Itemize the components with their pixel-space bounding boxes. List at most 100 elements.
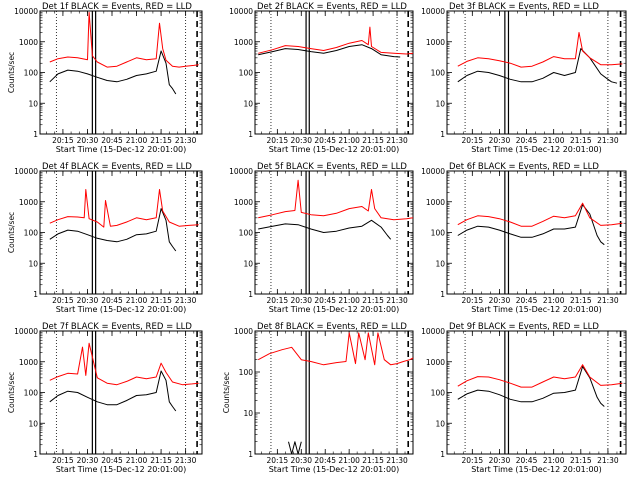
y-tick-label: 100 <box>431 69 446 78</box>
x-tick-label: 20:15 <box>267 456 289 465</box>
events-series-line <box>258 44 401 58</box>
x-tick-label: 21:15 <box>150 136 172 145</box>
plot-title: Det 8f BLACK = Events, RED = LLD <box>257 322 407 332</box>
x-tick-label: 21:30 <box>386 296 408 305</box>
plot-frame <box>254 170 414 295</box>
y-tick-label: 1000 <box>19 198 38 207</box>
x-axis-label: Start Time (15-Dec-12 20:01:00) <box>56 145 187 154</box>
detector-plot-2: Det 2f BLACK = Events, RED = LLD 1 10 100 10… <box>229 2 414 154</box>
lld-series-line <box>457 364 623 388</box>
x-axis-label: Start Time (15-Dec-12 20:01:00) <box>471 465 602 474</box>
x-tick-label: 21:00 <box>543 296 565 305</box>
detector-plot-1: Det 1f BLACK = Events, RED = LLD 1 10 100 10… <box>7 2 203 154</box>
x-tick-label: 20:45 <box>516 136 538 145</box>
lld-series-line <box>49 11 199 68</box>
y-tick-label: 1 <box>33 130 38 139</box>
x-tick-label: 20:15 <box>52 456 74 465</box>
plot-frame <box>446 170 627 295</box>
x-tick-label: 20:45 <box>101 136 123 145</box>
y-tick-label: 10000 <box>14 327 38 336</box>
y-tick-label: 1 <box>440 450 445 459</box>
y-tick-label: 1000 <box>426 198 445 207</box>
x-tick-label: 21:00 <box>126 136 148 145</box>
plot-frame <box>254 330 414 455</box>
x-tick-label: 20:15 <box>267 296 289 305</box>
plot-frame <box>39 170 203 295</box>
x-axis-label: Start Time (15-Dec-12 20:01:00) <box>269 305 400 314</box>
x-tick-label: 20:45 <box>314 456 336 465</box>
x-tick-label: 20:45 <box>314 136 336 145</box>
y-tick-label: 10000 <box>421 327 445 336</box>
x-tick-label: 20:30 <box>290 456 312 465</box>
x-axis-label: Start Time (15-Dec-12 20:01:00) <box>56 465 187 474</box>
y-tick-label: 10000 <box>421 7 445 16</box>
lld-series-line <box>258 179 414 221</box>
detector-plot-5: Det 5f BLACK = Events, RED = LLD 1 10 100 10… <box>229 162 414 314</box>
x-tick-label: 20:30 <box>489 136 511 145</box>
y-axis-label: Counts/sec <box>222 372 231 413</box>
y-tick-label: 100 <box>431 389 446 398</box>
y-tick-label: 10000 <box>421 167 445 176</box>
x-tick-label: 20:30 <box>489 456 511 465</box>
plot-title: Det 5f BLACK = Events, RED = LLD <box>257 162 407 172</box>
y-axis-label: Counts/sec <box>7 52 16 93</box>
y-tick-label: 1000 <box>234 38 253 47</box>
y-tick-label: 1000 <box>19 358 38 367</box>
x-tick-label: 20:30 <box>77 296 99 305</box>
x-tick-label: 20:30 <box>489 296 511 305</box>
x-tick-label: 21:15 <box>362 136 384 145</box>
y-tick-label: 1 <box>33 450 38 459</box>
detector-plot-6: Det 6f BLACK = Events, RED = LLD 1 10 100 10… <box>421 162 627 314</box>
detector-plot-4: Det 4f BLACK = Events, RED = LLD 1 10 100 10… <box>7 162 203 314</box>
x-tick-label: 20:15 <box>462 456 484 465</box>
y-tick-label: 100 <box>24 229 39 238</box>
events-series-line <box>457 48 618 84</box>
x-tick-label: 21:15 <box>570 296 592 305</box>
events-series-line <box>457 204 605 246</box>
x-tick-label: 21:30 <box>597 136 619 145</box>
y-tick-label: 100 <box>24 69 39 78</box>
plot-title: Det 1f BLACK = Events, RED = LLD <box>42 2 192 12</box>
x-tick-label: 21:15 <box>362 296 384 305</box>
x-tick-label: 20:30 <box>290 296 312 305</box>
x-tick-label: 21:15 <box>150 456 172 465</box>
x-axis-label: Start Time (15-Dec-12 20:01:00) <box>471 305 602 314</box>
x-axis-label: Start Time (15-Dec-12 20:01:00) <box>56 305 187 314</box>
y-tick-label: 10 <box>243 409 253 418</box>
events-series-line <box>49 370 177 412</box>
events-series-line <box>457 366 605 407</box>
y-tick-label: 10 <box>28 99 38 108</box>
y-tick-label: 100 <box>24 389 39 398</box>
x-tick-label: 20:45 <box>516 456 538 465</box>
x-tick-label: 20:15 <box>52 296 74 305</box>
x-axis-label: Start Time (15-Dec-12 20:01:00) <box>471 145 602 154</box>
x-tick-label: 20:45 <box>101 456 123 465</box>
y-tick-label: 1000 <box>426 358 445 367</box>
x-tick-label: 21:30 <box>175 136 197 145</box>
y-tick-label: 1000 <box>19 38 38 47</box>
x-tick-label: 21:30 <box>175 296 197 305</box>
x-axis-label: Start Time (15-Dec-12 20:01:00) <box>269 145 400 154</box>
detector-plot-9: Det 9f BLACK = Events, RED = LLD 1 10 100 10… <box>421 322 627 474</box>
x-tick-label: 20:45 <box>314 296 336 305</box>
lld-series-line <box>49 189 199 228</box>
plot-title: Det 6f BLACK = Events, RED = LLD <box>449 162 599 172</box>
plot-title: Det 7f BLACK = Events, RED = LLD <box>42 322 192 332</box>
plot-frame <box>446 330 627 455</box>
x-axis-label: Start Time (15-Dec-12 20:01:00) <box>269 465 400 474</box>
x-tick-label: 21:00 <box>338 456 360 465</box>
y-tick-label: 1 <box>440 290 445 299</box>
x-tick-label: 21:15 <box>570 136 592 145</box>
x-tick-label: 21:00 <box>126 296 148 305</box>
detector-plot-7: Det 7f BLACK = Events, RED = LLD 1 10 100 10… <box>7 322 203 474</box>
plot-frame <box>254 10 414 135</box>
lld-series-line <box>258 26 414 55</box>
x-tick-label: 20:15 <box>462 136 484 145</box>
y-tick-label: 100 <box>239 229 254 238</box>
lld-series-line <box>457 32 623 68</box>
y-tick-label: 10000 <box>14 167 38 176</box>
x-tick-label: 20:15 <box>462 296 484 305</box>
events-series-line <box>49 50 177 95</box>
